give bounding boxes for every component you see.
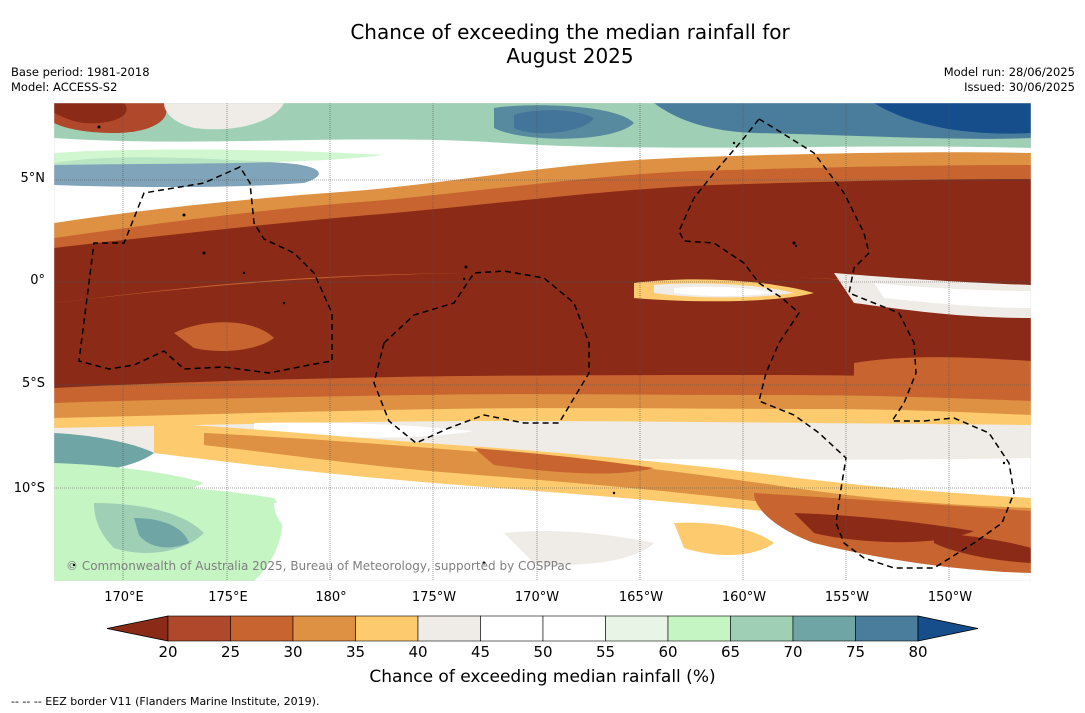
model-text: Model: ACCESS-S2	[11, 80, 118, 94]
colorbar-extend-low	[106, 615, 169, 642]
colorbar-tick-label: 40	[408, 643, 428, 661]
colorbar-segment	[292, 615, 356, 642]
base-period-text: Base period: 1981-2018	[11, 65, 150, 79]
title-line-1: Chance of exceeding the median rainfall …	[350, 20, 790, 44]
colorbar-tick-label: 60	[658, 643, 678, 661]
meta-right: Model run: 28/06/2025 Issued: 30/06/2025	[944, 65, 1075, 95]
colorbar-tick-label: 20	[158, 643, 178, 661]
model-run-text: Model run: 28/06/2025	[943, 65, 1075, 79]
colorbar-segment	[855, 615, 919, 642]
rainfall-map	[54, 103, 1031, 581]
lat-label-10s: 10°S	[13, 481, 45, 496]
colorbar-tick-label: 45	[470, 643, 491, 661]
islands	[72, 125, 1006, 567]
issued-text: Issued: 30/06/2025	[964, 80, 1075, 94]
lon-label-155w: 155°W	[824, 590, 870, 605]
colorbar-segment	[230, 615, 294, 642]
colorbar-segment	[167, 615, 231, 642]
lat-label-0: 0°	[30, 273, 45, 288]
eez-legend-note: -- -- -- EEZ border V11 (Flanders Marine…	[11, 695, 320, 708]
title-line-2: August 2025	[506, 44, 634, 68]
colorbar-segment	[792, 615, 856, 642]
colorbar-tick-label: 75	[845, 643, 866, 661]
meta-left: Base period: 1981-2018 Model: ACCESS-S2	[11, 65, 150, 95]
colorbar-tick-label: 70	[783, 643, 803, 661]
copyright-notice: © Commonwealth of Australia 2025, Bureau…	[66, 559, 572, 573]
colorbar-segment	[355, 615, 419, 642]
colorbar-extend-high	[917, 615, 979, 642]
colorbar-tick-label: 80	[908, 643, 928, 661]
eez-borders	[78, 118, 1015, 569]
colorbar-segment	[480, 615, 544, 642]
colorbar-label: Chance of exceeding median rainfall (%)	[369, 667, 716, 687]
colorbar-segment	[730, 615, 794, 642]
map-title: Chance of exceeding the median rainfall …	[0, 20, 1085, 68]
colorbar-tick-label: 25	[220, 643, 241, 661]
lat-label-5n: 5°N	[20, 171, 46, 186]
lon-label-150w: 150°W	[927, 590, 973, 605]
colorbar-tick-label: 35	[345, 643, 366, 661]
colorbar-segment	[542, 615, 606, 642]
colorbar-segment	[605, 615, 669, 642]
lon-label-160w: 160°W	[721, 590, 767, 605]
lon-label-170e: 170°E	[104, 590, 144, 605]
colorbar-segment	[667, 615, 731, 642]
graticule	[54, 103, 1031, 581]
colorbar-tick-label: 65	[720, 643, 741, 661]
colorbar-tick-label: 50	[533, 643, 553, 661]
colorbar-tick-label: 30	[283, 643, 303, 661]
rainfall-field	[54, 103, 1031, 581]
lon-label-180: 180°	[315, 590, 347, 605]
lat-label-5s: 5°S	[21, 376, 45, 391]
lon-label-175w: 175°W	[411, 590, 457, 605]
colorbar	[106, 615, 979, 642]
lon-label-170w: 170°W	[514, 590, 560, 605]
lon-label-175e: 175°E	[208, 590, 248, 605]
lon-label-165w: 165°W	[618, 590, 664, 605]
colorbar-segment	[417, 615, 481, 642]
colorbar-tick-label: 55	[595, 643, 616, 661]
